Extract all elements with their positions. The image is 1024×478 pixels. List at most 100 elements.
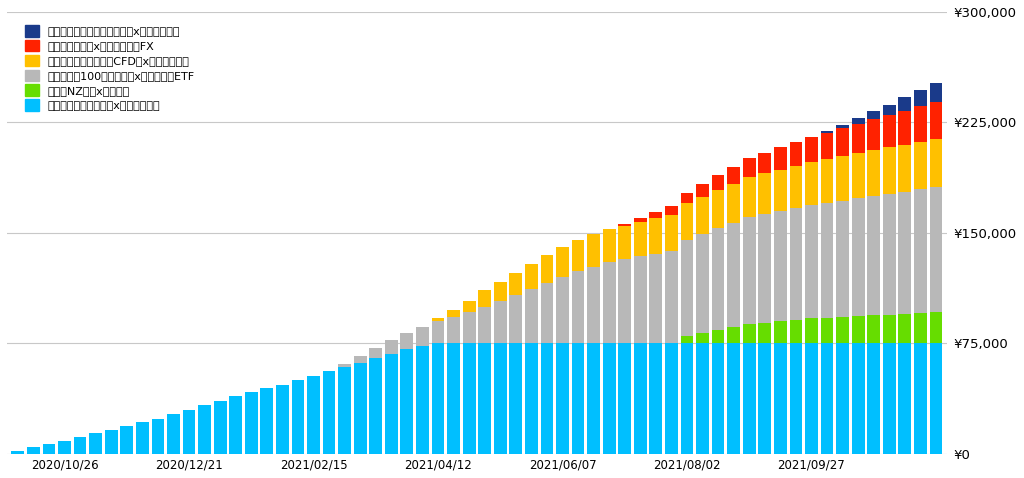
Bar bbox=[898, 314, 911, 343]
Bar bbox=[712, 330, 725, 343]
Bar bbox=[774, 343, 786, 454]
Bar bbox=[805, 318, 818, 343]
Bar bbox=[898, 343, 911, 454]
Bar bbox=[541, 283, 553, 343]
Bar bbox=[898, 110, 911, 144]
Bar bbox=[634, 218, 647, 222]
Bar bbox=[852, 198, 864, 316]
Bar bbox=[182, 410, 196, 454]
Bar bbox=[914, 343, 927, 454]
Bar bbox=[603, 229, 615, 262]
Bar bbox=[930, 187, 942, 313]
Bar bbox=[837, 317, 849, 343]
Bar bbox=[898, 98, 911, 110]
Bar bbox=[852, 316, 864, 343]
Bar bbox=[463, 313, 475, 343]
Bar bbox=[867, 111, 880, 120]
Bar bbox=[370, 358, 382, 454]
Bar bbox=[805, 343, 818, 454]
Bar bbox=[712, 190, 725, 228]
Bar bbox=[400, 333, 414, 349]
Bar bbox=[649, 218, 663, 253]
Bar bbox=[307, 376, 319, 454]
Bar bbox=[509, 272, 522, 295]
Bar bbox=[603, 262, 615, 343]
Bar bbox=[292, 380, 304, 454]
Bar bbox=[696, 333, 709, 343]
Bar bbox=[416, 347, 429, 454]
Bar bbox=[727, 327, 740, 343]
Bar bbox=[696, 234, 709, 333]
Bar bbox=[712, 343, 725, 454]
Bar bbox=[696, 185, 709, 197]
Bar bbox=[930, 102, 942, 139]
Bar bbox=[930, 139, 942, 187]
Bar bbox=[400, 349, 414, 454]
Bar bbox=[385, 354, 397, 454]
Bar bbox=[245, 392, 258, 454]
Bar bbox=[898, 192, 911, 314]
Bar bbox=[867, 120, 880, 151]
Bar bbox=[914, 313, 927, 343]
Bar bbox=[665, 206, 678, 215]
Bar bbox=[494, 282, 507, 301]
Bar bbox=[432, 343, 444, 454]
Bar bbox=[837, 128, 849, 156]
Bar bbox=[805, 205, 818, 318]
Bar bbox=[727, 343, 740, 454]
Bar bbox=[136, 422, 148, 454]
Bar bbox=[43, 445, 55, 454]
Bar bbox=[525, 343, 538, 454]
Bar bbox=[774, 148, 786, 170]
Bar bbox=[681, 240, 693, 336]
Bar bbox=[790, 343, 802, 454]
Bar bbox=[790, 142, 802, 166]
Bar bbox=[556, 247, 569, 277]
Bar bbox=[432, 321, 444, 343]
Bar bbox=[323, 371, 336, 454]
Bar bbox=[759, 152, 771, 173]
Bar bbox=[649, 212, 663, 218]
Bar bbox=[665, 343, 678, 454]
Bar bbox=[432, 318, 444, 321]
Bar bbox=[696, 343, 709, 454]
Bar bbox=[463, 301, 475, 313]
Bar bbox=[867, 196, 880, 315]
Bar bbox=[494, 301, 507, 343]
Bar bbox=[790, 208, 802, 320]
Bar bbox=[229, 396, 242, 454]
Bar bbox=[759, 173, 771, 214]
Bar bbox=[571, 271, 585, 343]
Bar bbox=[837, 200, 849, 317]
Bar bbox=[665, 250, 678, 343]
Bar bbox=[556, 343, 569, 454]
Bar bbox=[121, 426, 133, 454]
Bar bbox=[618, 260, 631, 343]
Bar bbox=[852, 343, 864, 454]
Bar bbox=[696, 197, 709, 234]
Bar bbox=[883, 315, 896, 343]
Bar bbox=[478, 290, 492, 306]
Bar bbox=[587, 234, 600, 267]
Bar bbox=[260, 388, 273, 454]
Bar bbox=[742, 158, 756, 177]
Bar bbox=[509, 295, 522, 343]
Bar bbox=[571, 343, 585, 454]
Bar bbox=[727, 167, 740, 184]
Bar bbox=[867, 151, 880, 196]
Bar bbox=[478, 306, 492, 343]
Bar bbox=[338, 364, 351, 367]
Bar bbox=[820, 343, 834, 454]
Bar bbox=[914, 106, 927, 141]
Bar bbox=[556, 277, 569, 343]
Bar bbox=[742, 217, 756, 324]
Bar bbox=[914, 189, 927, 313]
Bar bbox=[447, 317, 460, 343]
Bar bbox=[790, 166, 802, 208]
Bar bbox=[837, 343, 849, 454]
Bar bbox=[463, 343, 475, 454]
Bar bbox=[338, 367, 351, 454]
Bar bbox=[525, 289, 538, 343]
Bar bbox=[541, 255, 553, 283]
Bar bbox=[649, 253, 663, 343]
